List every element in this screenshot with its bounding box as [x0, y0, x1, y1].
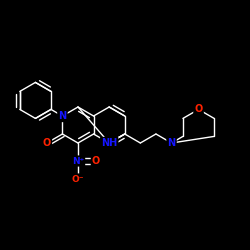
Text: O⁻: O⁻: [72, 174, 84, 184]
Text: N: N: [168, 138, 175, 148]
Text: O: O: [194, 104, 203, 115]
Text: NH: NH: [101, 138, 117, 148]
Text: N: N: [58, 111, 66, 121]
Text: N⁺: N⁺: [72, 156, 84, 166]
Text: O: O: [92, 156, 100, 166]
Text: O: O: [43, 138, 51, 148]
